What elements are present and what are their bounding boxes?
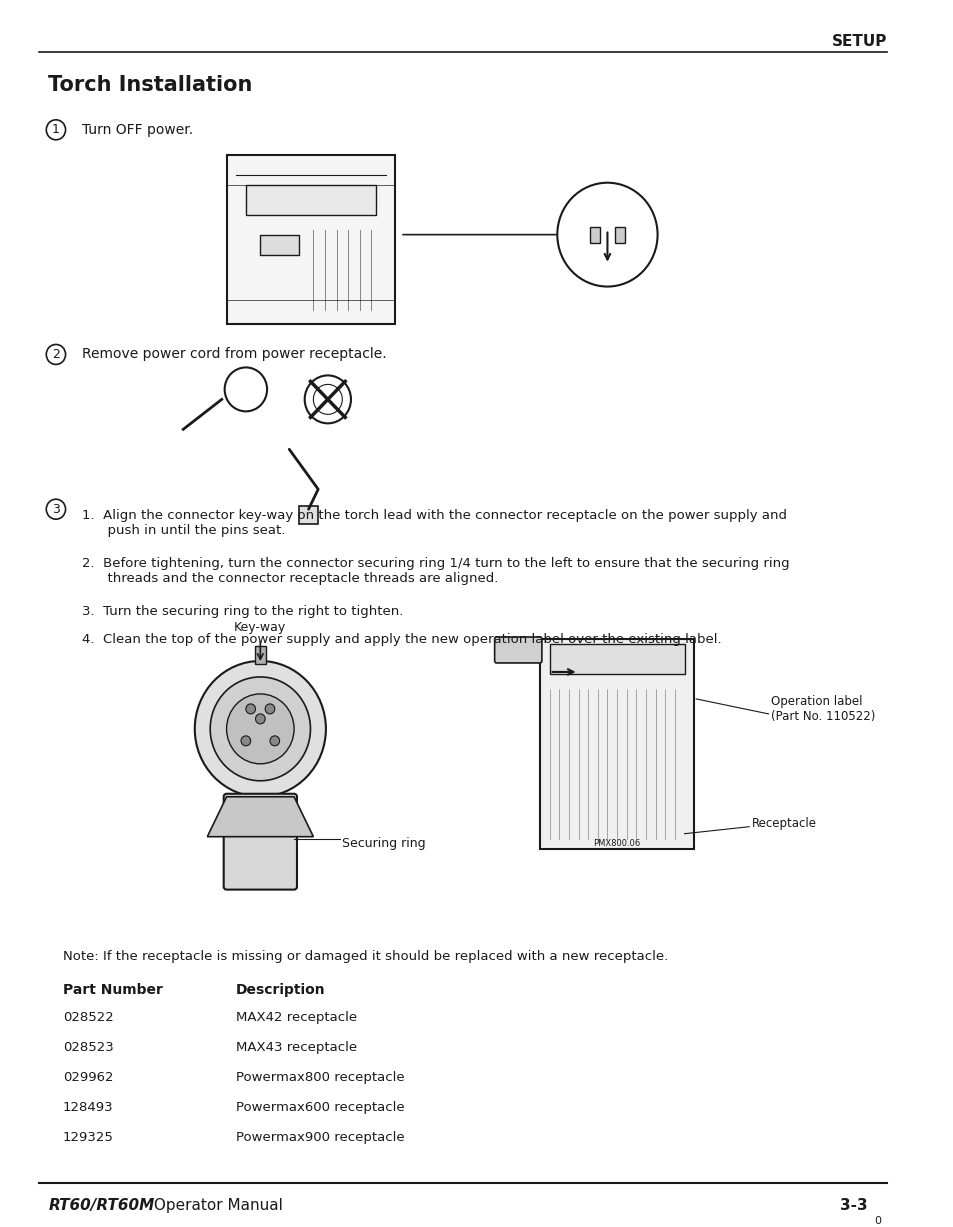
Text: Operation label
(Part No. 110522): Operation label (Part No. 110522) (771, 694, 875, 723)
Text: MAX43 receptacle: MAX43 receptacle (236, 1042, 357, 1054)
Text: 4.  Clean the top of the power supply and apply the new operation label over the: 4. Clean the top of the power supply and… (82, 633, 720, 645)
Text: Receptacle: Receptacle (751, 817, 816, 831)
FancyBboxPatch shape (298, 507, 318, 524)
Text: Note: If the receptacle is missing or damaged it should be replaced with a new r: Note: If the receptacle is missing or da… (63, 950, 667, 963)
Text: 3: 3 (51, 503, 60, 515)
FancyBboxPatch shape (590, 227, 599, 243)
FancyBboxPatch shape (549, 644, 684, 674)
Text: Description: Description (236, 984, 326, 998)
Circle shape (194, 661, 326, 796)
FancyBboxPatch shape (227, 155, 395, 324)
Text: PMX800.06: PMX800.06 (593, 839, 640, 848)
Text: MAX42 receptacle: MAX42 receptacle (236, 1011, 357, 1025)
Text: 028522: 028522 (63, 1011, 113, 1025)
Circle shape (270, 736, 279, 746)
Text: Powermax900 receptacle: Powermax900 receptacle (236, 1131, 404, 1145)
Text: 0: 0 (873, 1216, 880, 1226)
Circle shape (227, 694, 294, 763)
Text: 028523: 028523 (63, 1042, 113, 1054)
Circle shape (557, 183, 657, 287)
Text: Operator Manual: Operator Manual (150, 1198, 283, 1212)
Text: 1: 1 (51, 123, 60, 136)
Text: Part Number: Part Number (63, 984, 162, 998)
FancyBboxPatch shape (260, 234, 298, 254)
Text: SETUP: SETUP (831, 34, 886, 49)
Text: Remove power cord from power receptacle.: Remove power cord from power receptacle. (82, 347, 386, 362)
FancyBboxPatch shape (223, 794, 296, 890)
FancyBboxPatch shape (539, 639, 694, 849)
FancyBboxPatch shape (615, 227, 624, 243)
Circle shape (255, 714, 265, 724)
Text: Powermax800 receptacle: Powermax800 receptacle (236, 1071, 404, 1085)
Circle shape (265, 704, 274, 714)
Text: Turn OFF power.: Turn OFF power. (82, 123, 193, 136)
Text: 3-3: 3-3 (840, 1198, 867, 1212)
Circle shape (210, 677, 310, 780)
Text: Powermax600 receptacle: Powermax600 receptacle (236, 1102, 404, 1114)
FancyBboxPatch shape (254, 645, 266, 664)
Text: 128493: 128493 (63, 1102, 113, 1114)
Text: 029962: 029962 (63, 1071, 113, 1085)
Text: 2.  Before tightening, turn the connector securing ring 1/4 turn to the left to : 2. Before tightening, turn the connector… (82, 557, 789, 585)
Text: 129325: 129325 (63, 1131, 113, 1145)
Polygon shape (207, 796, 313, 837)
Text: 2: 2 (51, 348, 60, 361)
Text: Key-way: Key-way (234, 621, 286, 633)
Circle shape (246, 704, 255, 714)
Text: RT60/RT60M: RT60/RT60M (49, 1198, 154, 1212)
Text: 3.  Turn the securing ring to the right to tighten.: 3. Turn the securing ring to the right t… (82, 605, 403, 618)
Text: Torch Installation: Torch Installation (49, 75, 253, 94)
FancyBboxPatch shape (246, 185, 375, 215)
Text: Securing ring: Securing ring (342, 837, 425, 850)
Circle shape (241, 736, 251, 746)
Text: 1.  Align the connector key-way on the torch lead with the connector receptacle : 1. Align the connector key-way on the to… (82, 509, 786, 537)
FancyBboxPatch shape (494, 637, 541, 663)
